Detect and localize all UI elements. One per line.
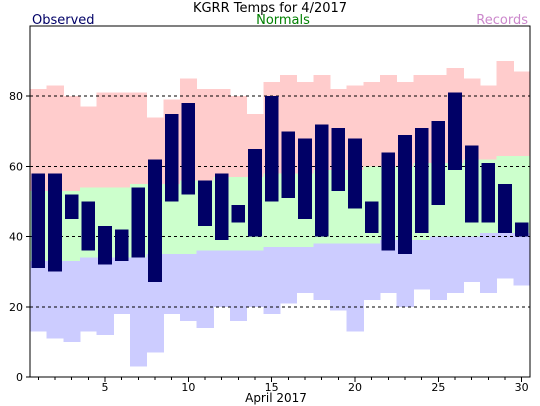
chart-title: KGRR Temps for 4/2017 xyxy=(193,1,347,16)
record-low-band-day-30 xyxy=(513,233,531,286)
x-axis-label: April 2017 xyxy=(245,391,307,405)
observed-bar-day-25 xyxy=(431,120,446,206)
observed-bar-day-13 xyxy=(231,205,246,223)
record-low-band-day-18 xyxy=(313,243,331,300)
observed-bar-day-20 xyxy=(348,138,362,209)
observed-bar-day-15 xyxy=(264,96,279,202)
observed-bar-day-18 xyxy=(314,124,329,237)
observed-bar-day-9 xyxy=(164,113,179,202)
plot-area: 5 10 15 20 25 30 0 20 40 60 80 xyxy=(9,25,531,394)
record-high-band-day-6 xyxy=(113,92,131,188)
record-low-band-day-29 xyxy=(496,233,514,279)
x-tick-label-5: 5 xyxy=(102,381,109,394)
record-high-band-day-30 xyxy=(513,71,531,156)
y-tick-label-80: 80 xyxy=(9,90,23,103)
record-high-band-day-28 xyxy=(480,85,498,160)
observed-bar-day-5 xyxy=(98,226,112,265)
record-high-band-day-27 xyxy=(463,78,481,160)
x-tick-label-10: 10 xyxy=(181,381,195,394)
y-tick-label-40: 40 xyxy=(9,231,23,244)
observed-bar-day-4 xyxy=(81,201,96,251)
observed-bar-day-21 xyxy=(364,201,379,234)
record-low-band-day-10 xyxy=(180,254,198,321)
observed-bar-day-3 xyxy=(64,194,79,220)
record-low-band-day-20 xyxy=(346,243,364,332)
record-high-band-day-22 xyxy=(380,75,398,167)
record-high-band-day-13 xyxy=(230,96,248,177)
observed-bar-day-24 xyxy=(414,127,429,234)
observed-bar-day-28 xyxy=(481,162,496,223)
record-low-band-day-16 xyxy=(280,247,298,304)
legend-normals: Normals xyxy=(256,13,310,28)
observed-bar-day-11 xyxy=(198,180,212,227)
x-tick-label-20: 20 xyxy=(348,381,362,394)
record-low-band-day-22 xyxy=(380,240,398,293)
record-high-band-day-4 xyxy=(80,106,98,188)
observed-bar-day-6 xyxy=(114,229,129,262)
record-high-band-day-12 xyxy=(213,89,231,177)
record-low-band-day-5 xyxy=(96,257,114,335)
normal-band-day-10 xyxy=(180,180,198,255)
observed-bar-day-10 xyxy=(181,103,196,195)
observed-bar-day-12 xyxy=(214,173,229,241)
observed-bar-day-27 xyxy=(464,145,479,223)
record-low-band-day-15 xyxy=(263,247,281,314)
record-high-band-day-29 xyxy=(496,61,514,156)
observed-bar-day-19 xyxy=(331,127,346,191)
record-high-band-day-11 xyxy=(196,89,214,181)
observed-bar-day-30 xyxy=(514,222,529,237)
observed-bar-day-8 xyxy=(148,159,162,283)
plot-frame xyxy=(29,25,531,378)
observed-bar-day-26 xyxy=(448,92,462,170)
observed-bar-day-23 xyxy=(398,134,412,255)
record-low-band-day-13 xyxy=(230,250,248,321)
y-tick-label-0: 0 xyxy=(16,371,23,384)
record-low-band-day-24 xyxy=(413,240,431,290)
record-low-band-day-11 xyxy=(196,250,214,328)
observed-bar-day-14 xyxy=(248,148,262,237)
observed-bar-day-17 xyxy=(298,138,312,220)
normal-band-day-26 xyxy=(446,162,464,237)
record-low-band-day-26 xyxy=(446,236,464,293)
record-low-band-day-2 xyxy=(46,261,64,339)
x-tick-label-30: 30 xyxy=(515,381,529,394)
y-tick-label-60: 60 xyxy=(9,160,23,173)
record-low-band-day-27 xyxy=(463,236,481,283)
record-high-band-day-7 xyxy=(130,92,148,184)
normal-band-day-30 xyxy=(513,155,531,234)
record-low-band-day-14 xyxy=(246,250,264,307)
record-high-band-day-3 xyxy=(63,96,81,191)
record-low-band-day-23 xyxy=(396,240,414,307)
record-low-band-day-17 xyxy=(296,247,314,293)
legend-records: Records xyxy=(476,13,528,28)
record-low-band-day-12 xyxy=(213,250,231,307)
observed-bar-day-7 xyxy=(131,187,146,258)
record-low-band-day-21 xyxy=(363,243,381,300)
record-low-band-day-28 xyxy=(480,233,498,293)
record-low-band-day-7 xyxy=(130,257,148,367)
record-low-band-day-4 xyxy=(80,257,98,332)
record-low-band-day-1 xyxy=(30,261,48,332)
legend-observed: Observed xyxy=(32,13,95,28)
observed-bar-day-16 xyxy=(281,131,296,198)
observed-bar-day-29 xyxy=(498,183,512,234)
record-high-band-day-5 xyxy=(96,92,114,188)
record-low-band-day-19 xyxy=(330,243,348,311)
x-tick-label-15: 15 xyxy=(265,381,279,394)
record-high-band-day-21 xyxy=(363,82,381,167)
record-low-band-day-9 xyxy=(163,254,181,314)
record-high-band-day-2 xyxy=(46,85,64,191)
record-low-band-day-3 xyxy=(63,261,81,342)
y-tick-label-20: 20 xyxy=(9,301,23,314)
observed-bar-day-1 xyxy=(31,173,46,269)
observed-bar-day-22 xyxy=(381,152,396,251)
observed-bar-day-2 xyxy=(48,173,62,272)
x-tick-label-25: 25 xyxy=(431,381,445,394)
record-low-band-day-6 xyxy=(113,257,131,314)
record-low-band-day-25 xyxy=(430,236,448,300)
record-high-band-day-1 xyxy=(30,89,48,191)
